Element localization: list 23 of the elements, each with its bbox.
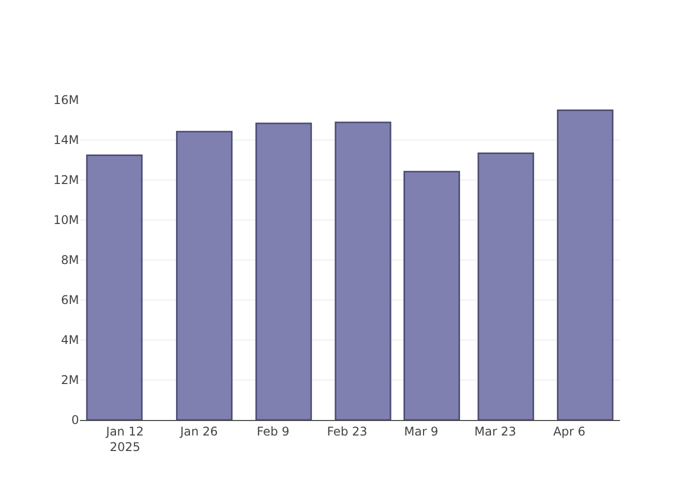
- y-tick-label: 14M: [53, 133, 79, 148]
- x-tick-label: Apr 6: [553, 424, 586, 438]
- bar: [334, 122, 392, 420]
- x-tick-label: Jan 12 2025: [105, 424, 144, 454]
- x-tick-label: Feb 23: [326, 424, 368, 438]
- bar: [255, 122, 312, 420]
- bar: [86, 154, 143, 420]
- x-tick-label: Feb 9: [256, 424, 290, 438]
- bar: [404, 170, 460, 420]
- y-tick-label: 6M: [61, 293, 79, 308]
- bar: [556, 109, 614, 420]
- y-tick-label: 0: [71, 413, 79, 428]
- y-tick-label: 12M: [53, 173, 79, 188]
- bar: [478, 152, 534, 420]
- x-tick-label: Jan 26: [179, 424, 218, 438]
- y-tick-label: 8M: [61, 253, 79, 268]
- y-tick-label: 4M: [61, 333, 79, 348]
- x-tick-label: Mar 23: [474, 424, 516, 438]
- y-tick-label: 16M: [53, 93, 79, 108]
- x-tick-label: Mar 9: [404, 424, 438, 438]
- y-tick-label: 2M: [61, 373, 79, 388]
- y-tick-label: 10M: [53, 213, 79, 228]
- bar: [176, 130, 233, 420]
